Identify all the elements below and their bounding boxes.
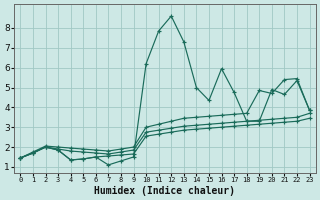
X-axis label: Humidex (Indice chaleur): Humidex (Indice chaleur) — [94, 186, 236, 196]
